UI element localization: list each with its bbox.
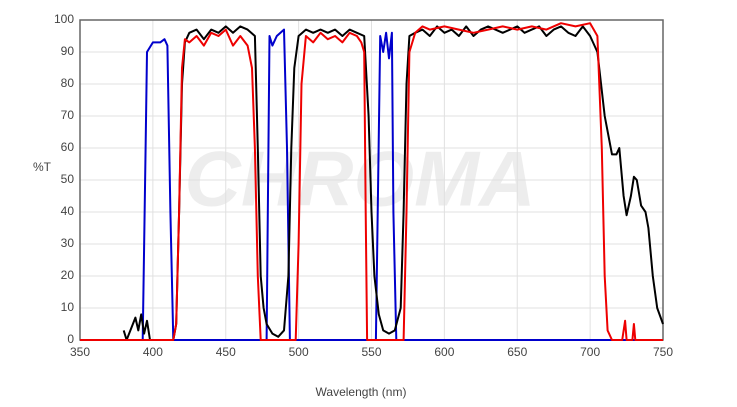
spectrum-line [122,25,664,341]
y-tick-label: 40 [61,204,75,218]
x-tick-label: 700 [580,345,600,359]
y-tick-label: 30 [61,236,75,250]
y-tick-label: 0 [67,332,74,346]
y-axis-label: %T [33,160,52,174]
x-tick-label: 600 [434,345,454,359]
x-tick-label: 550 [361,345,381,359]
x-tick-label: 650 [507,345,527,359]
y-tick-label: 20 [61,268,75,282]
y-tick-label: 100 [54,12,74,26]
spectrum-line [80,28,663,341]
y-tick-label: 90 [61,44,75,58]
y-tick-label: 70 [61,108,75,122]
x-tick-label: 400 [143,345,163,359]
x-tick-label: 350 [70,345,90,359]
spectrum-line [80,22,663,341]
x-tick-label: 450 [216,345,236,359]
x-axis-label: Wavelength (nm) [316,385,407,399]
watermark: CHROMA [185,135,536,223]
y-tick-label: 50 [61,172,75,186]
y-tick-label: 60 [61,140,75,154]
y-tick-label: 10 [61,300,75,314]
y-tick-label: 80 [61,76,75,90]
x-tick-label: 500 [289,345,309,359]
x-tick-label: 750 [653,345,673,359]
